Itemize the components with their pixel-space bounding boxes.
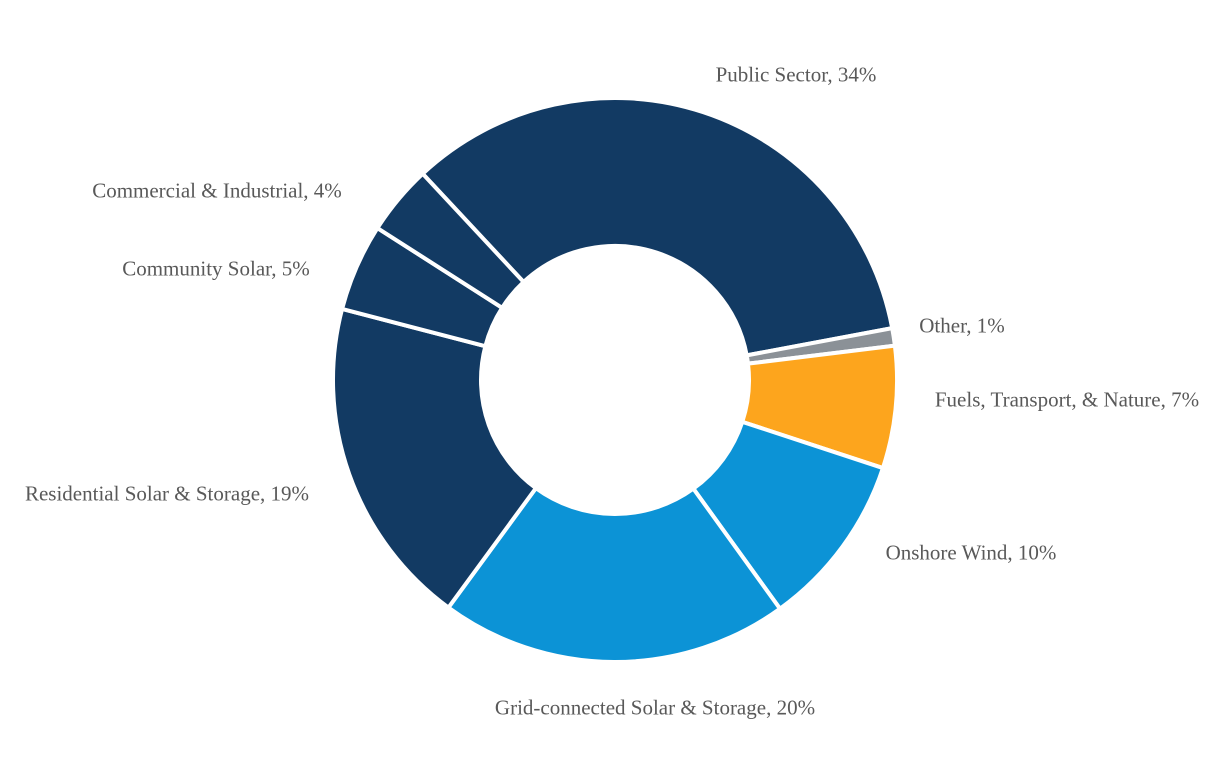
pie-slice-grid-connected-solar-storage — [446, 486, 782, 664]
slice-label-grid-connected-solar-storage: Grid-connected Solar & Storage, 20% — [494, 695, 816, 720]
slice-label-public-sector: Public Sector, 34% — [715, 62, 877, 87]
slice-label-community-solar: Community Solar, 5% — [122, 256, 310, 281]
pie-slice-residential-solar-storage — [331, 306, 538, 610]
slice-label-residential-solar-storage: Residential Solar & Storage, 19% — [24, 481, 310, 506]
slice-label-commercial-industrial: Commercial & Industrial, 4% — [92, 178, 342, 203]
pie-slice-public-sector — [420, 96, 895, 358]
pie-slice-commercial-industrial — [375, 171, 526, 310]
slice-label-other: Other, 1% — [919, 313, 1005, 338]
slice-label-onshore-wind: Onshore Wind, 10% — [885, 540, 1057, 565]
slice-label-fuels-transport-nature: Fuels, Transport, & Nature, 7% — [934, 387, 1200, 412]
